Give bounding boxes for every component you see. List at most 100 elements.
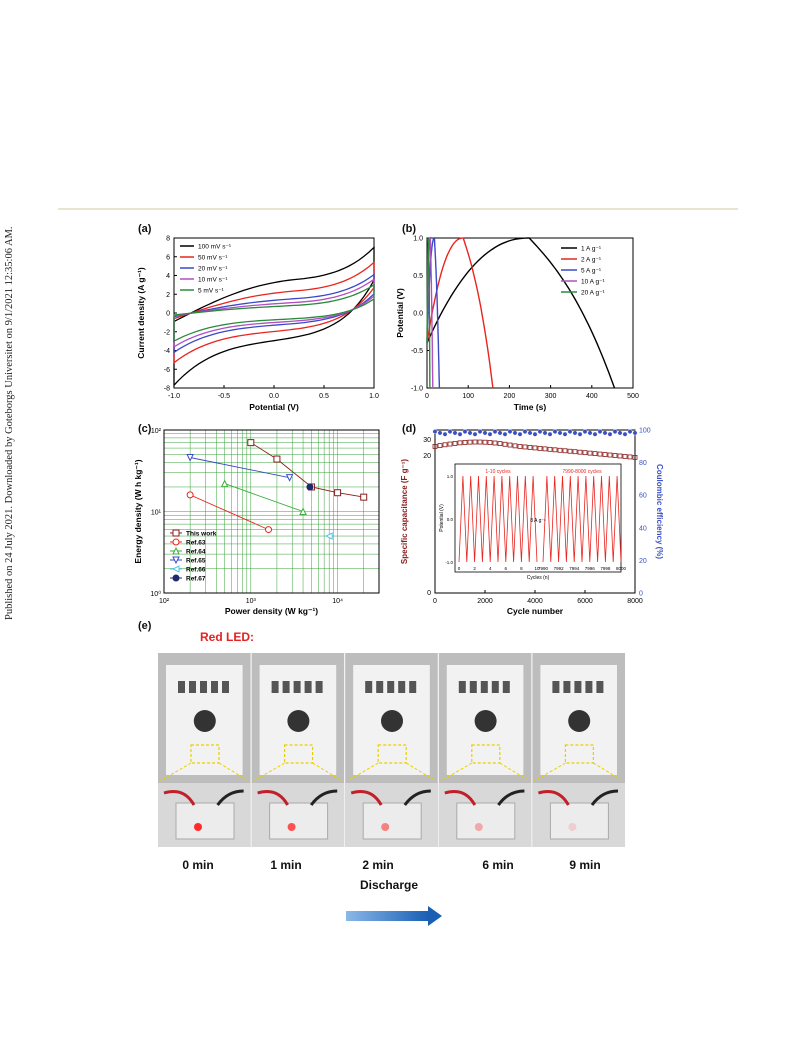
efficiency-point xyxy=(597,429,603,435)
capacitance-point xyxy=(452,440,458,446)
x-tick-label: 1.0 xyxy=(369,393,379,400)
data-point xyxy=(172,546,180,555)
efficiency-point xyxy=(477,429,483,435)
legend-label: 5 mV s⁻¹ xyxy=(198,288,225,295)
led-photo-strip xyxy=(158,653,626,847)
efficiency-point xyxy=(467,430,473,436)
breadboard xyxy=(362,802,422,840)
y-tick-label: -0.5 xyxy=(411,348,423,355)
plot-frame xyxy=(163,429,380,594)
x-tick-label: 10² xyxy=(159,598,170,605)
inset-x-tick-label: 7998 xyxy=(600,566,611,571)
capacitance-point xyxy=(442,442,448,448)
chart-c-ragone: 10² 10³ 10⁴ 10⁰ 10¹ 10² Power density (W kg⁻¹)… xyxy=(133,428,380,616)
y-right-axis-label: Coulombic efficiency (%) xyxy=(655,464,664,559)
data-point xyxy=(172,529,180,537)
efficiency-point xyxy=(627,429,633,435)
inset-x-tick-label: 6 xyxy=(505,566,508,571)
zoom-box xyxy=(471,744,501,764)
black-clip-wire xyxy=(309,789,338,806)
y-right-tick-label: 20 xyxy=(639,558,647,565)
x-axis-label: Time (s) xyxy=(514,402,547,412)
capacitance-point xyxy=(632,454,638,460)
capacitance-point xyxy=(492,440,498,446)
capacitance-point xyxy=(472,439,478,445)
zoom-line xyxy=(253,762,285,782)
led-glow xyxy=(474,823,483,831)
zoom-box xyxy=(190,744,220,764)
efficiency-point xyxy=(557,430,563,436)
inset-y-tick-label: 1.0 xyxy=(447,474,454,479)
x-tick-label: 300 xyxy=(545,393,557,400)
black-clip-wire xyxy=(590,789,619,806)
data-point xyxy=(172,538,180,546)
capacitance-point xyxy=(562,448,568,454)
cell-clip xyxy=(552,681,560,693)
x-tick-label: 0 xyxy=(433,598,437,605)
cell-clip xyxy=(304,681,312,693)
y-axis-label: Current density (A g⁻¹) xyxy=(136,267,146,359)
y-tick-label: 0 xyxy=(166,311,170,318)
efficiency-point xyxy=(502,431,508,437)
y-left-axis-label: Specific capacitance (F g⁻¹) xyxy=(400,459,409,564)
y-tick-label: 6 xyxy=(166,254,170,261)
inset-y-tick-label: 0.0 xyxy=(447,517,454,522)
capacitance-point xyxy=(627,454,633,460)
discharge-arrow-bar xyxy=(346,911,428,921)
y-left-tick-label: 30 xyxy=(423,437,431,444)
efficiency-point xyxy=(462,429,468,435)
efficiency-point xyxy=(482,430,488,436)
data-point xyxy=(247,439,255,447)
cell-clip xyxy=(585,681,593,693)
data-point xyxy=(325,532,333,540)
zoom-line xyxy=(312,762,343,782)
efficiency-point xyxy=(572,430,578,436)
data-point xyxy=(186,453,194,462)
data-point xyxy=(306,483,314,491)
efficiency-point xyxy=(537,429,543,435)
data-point xyxy=(273,455,281,463)
x-tick-label: 100 xyxy=(462,393,474,400)
discharge-label: Discharge xyxy=(360,878,419,892)
led-photos-svg xyxy=(158,653,625,847)
capacitance-point xyxy=(607,452,613,458)
inset-x-tick-label: 7994 xyxy=(569,566,580,571)
legend-label: 100 mV s⁻¹ xyxy=(198,244,232,251)
zoom-line xyxy=(440,762,473,782)
legend-label: Ref.67 xyxy=(186,576,206,583)
capacitance-point xyxy=(557,447,563,453)
y-right-tick-label: 40 xyxy=(639,525,647,532)
efficiency-point xyxy=(497,430,503,436)
efficiency-point xyxy=(452,430,458,436)
university-logo xyxy=(568,710,591,732)
led-glow xyxy=(381,823,390,831)
cell-clip xyxy=(502,681,510,693)
capacitance-point xyxy=(612,453,618,458)
x-tick-label: 0.0 xyxy=(269,393,279,400)
inset-x-tick-label: 10 xyxy=(534,566,540,571)
red-clip-wire xyxy=(537,790,570,806)
plot-frame xyxy=(426,237,634,389)
cell-clip xyxy=(596,681,604,693)
download-notice-text: Published on 24 July 2021. Downloaded by… xyxy=(4,226,15,620)
y-tick-label: 2 xyxy=(166,292,170,299)
cell-clip xyxy=(563,681,571,693)
efficiency-point xyxy=(552,429,558,435)
capacitance-point xyxy=(447,441,453,447)
legend-label: 2 A g⁻¹ xyxy=(581,257,602,264)
gcd-curve xyxy=(426,237,494,389)
x-tick-label: -0.5 xyxy=(218,393,230,400)
red-clip-wire xyxy=(257,790,289,806)
cell-clip xyxy=(200,681,207,693)
cell-clip xyxy=(222,681,229,693)
header-rule xyxy=(58,208,738,210)
university-logo xyxy=(381,710,403,732)
breadboard xyxy=(549,802,609,840)
university-logo xyxy=(474,710,497,732)
legend-label: Ref.64 xyxy=(186,549,206,556)
cell-clip xyxy=(376,681,384,693)
cell-clip xyxy=(387,681,395,693)
y-tick-label: -8 xyxy=(164,386,170,393)
zoom-box xyxy=(283,744,314,764)
led-glow xyxy=(194,823,202,831)
